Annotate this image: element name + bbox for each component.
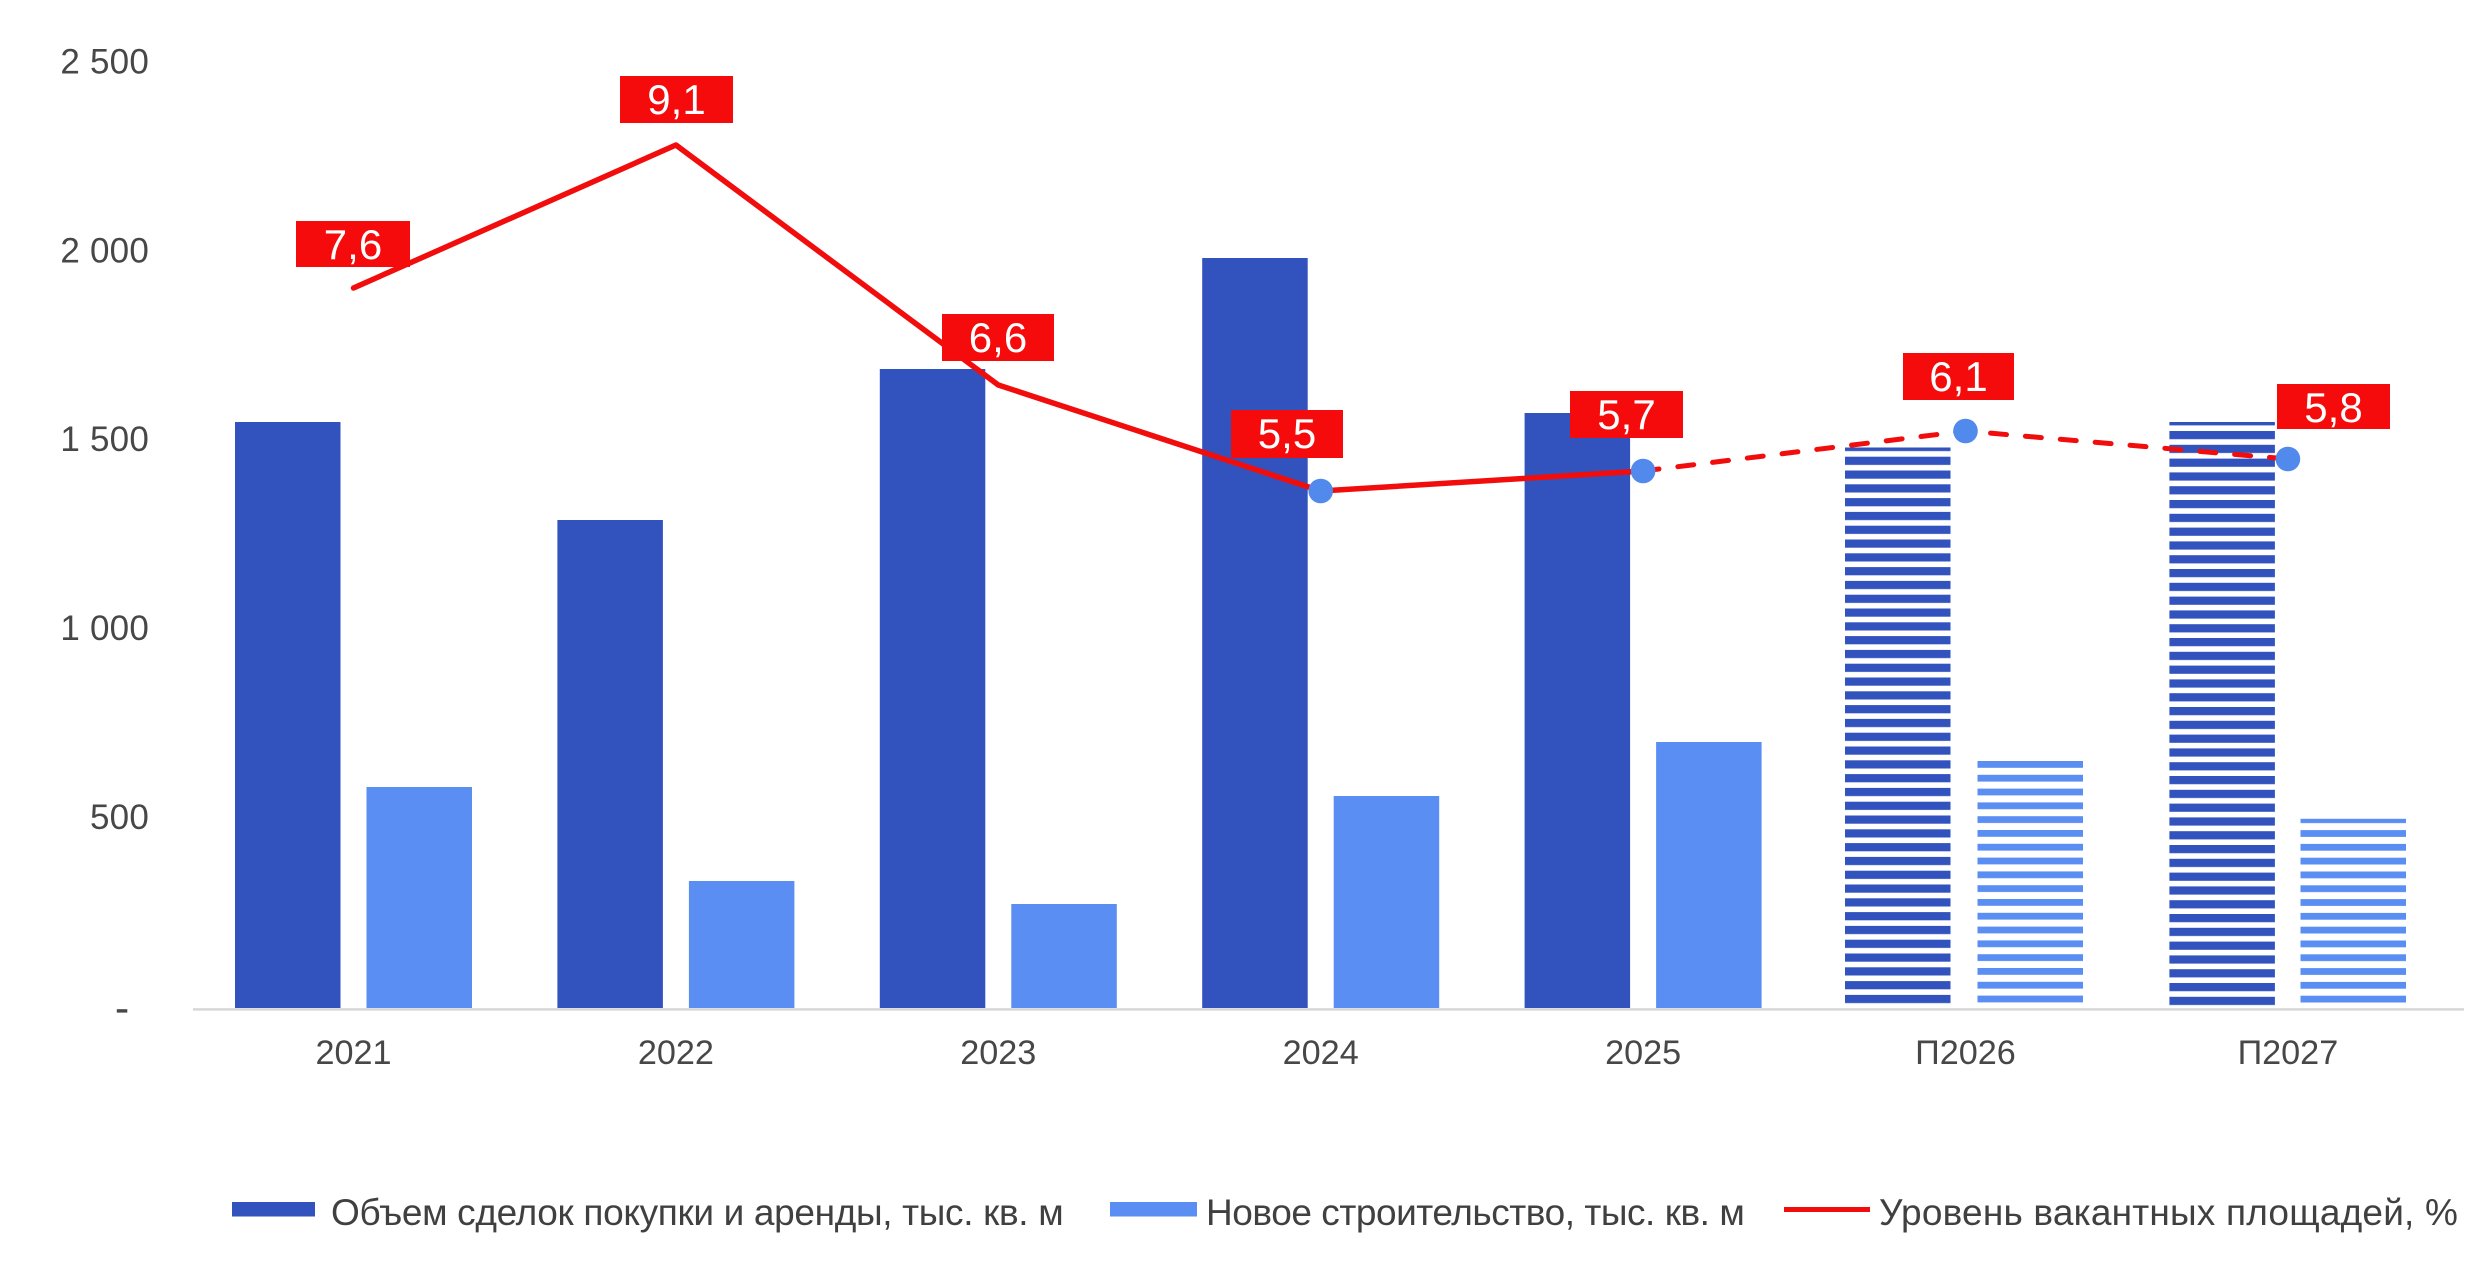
svg-text:Уровень вакантных площадей, %: Уровень вакантных площадей, % xyxy=(1879,1192,2458,1233)
svg-text:Новое строительство, тыс. кв.: Новое строительство, тыс. кв. м xyxy=(1206,1192,1744,1233)
svg-text:2021: 2021 xyxy=(315,1034,391,1072)
svg-text:П2027: П2027 xyxy=(2238,1034,2339,1072)
svg-text:5,7: 5,7 xyxy=(1597,391,1655,438)
svg-text:6,1: 6,1 xyxy=(1929,353,1987,400)
svg-text:6,6: 6,6 xyxy=(969,314,1027,361)
svg-text:2022: 2022 xyxy=(638,1034,714,1072)
svg-text:500: 500 xyxy=(90,798,149,837)
svg-text:П2026: П2026 xyxy=(1915,1034,2016,1072)
svg-text:2 500: 2 500 xyxy=(60,43,149,82)
svg-text:9,1: 9,1 xyxy=(647,76,705,123)
svg-text:1 500: 1 500 xyxy=(60,420,149,459)
svg-text:Объем сделок покупки и аренды,: Объем сделок покупки и аренды, тыс. кв. … xyxy=(331,1192,1063,1233)
svg-text:2024: 2024 xyxy=(1283,1034,1359,1072)
svg-text:5,5: 5,5 xyxy=(1258,410,1316,457)
svg-text:7,6: 7,6 xyxy=(324,221,382,268)
svg-text:1 000: 1 000 xyxy=(60,609,149,648)
svg-text:5,8: 5,8 xyxy=(2304,384,2362,431)
svg-text:2023: 2023 xyxy=(960,1034,1036,1072)
svg-text:2025: 2025 xyxy=(1605,1034,1681,1072)
svg-text:2 000: 2 000 xyxy=(60,231,149,270)
